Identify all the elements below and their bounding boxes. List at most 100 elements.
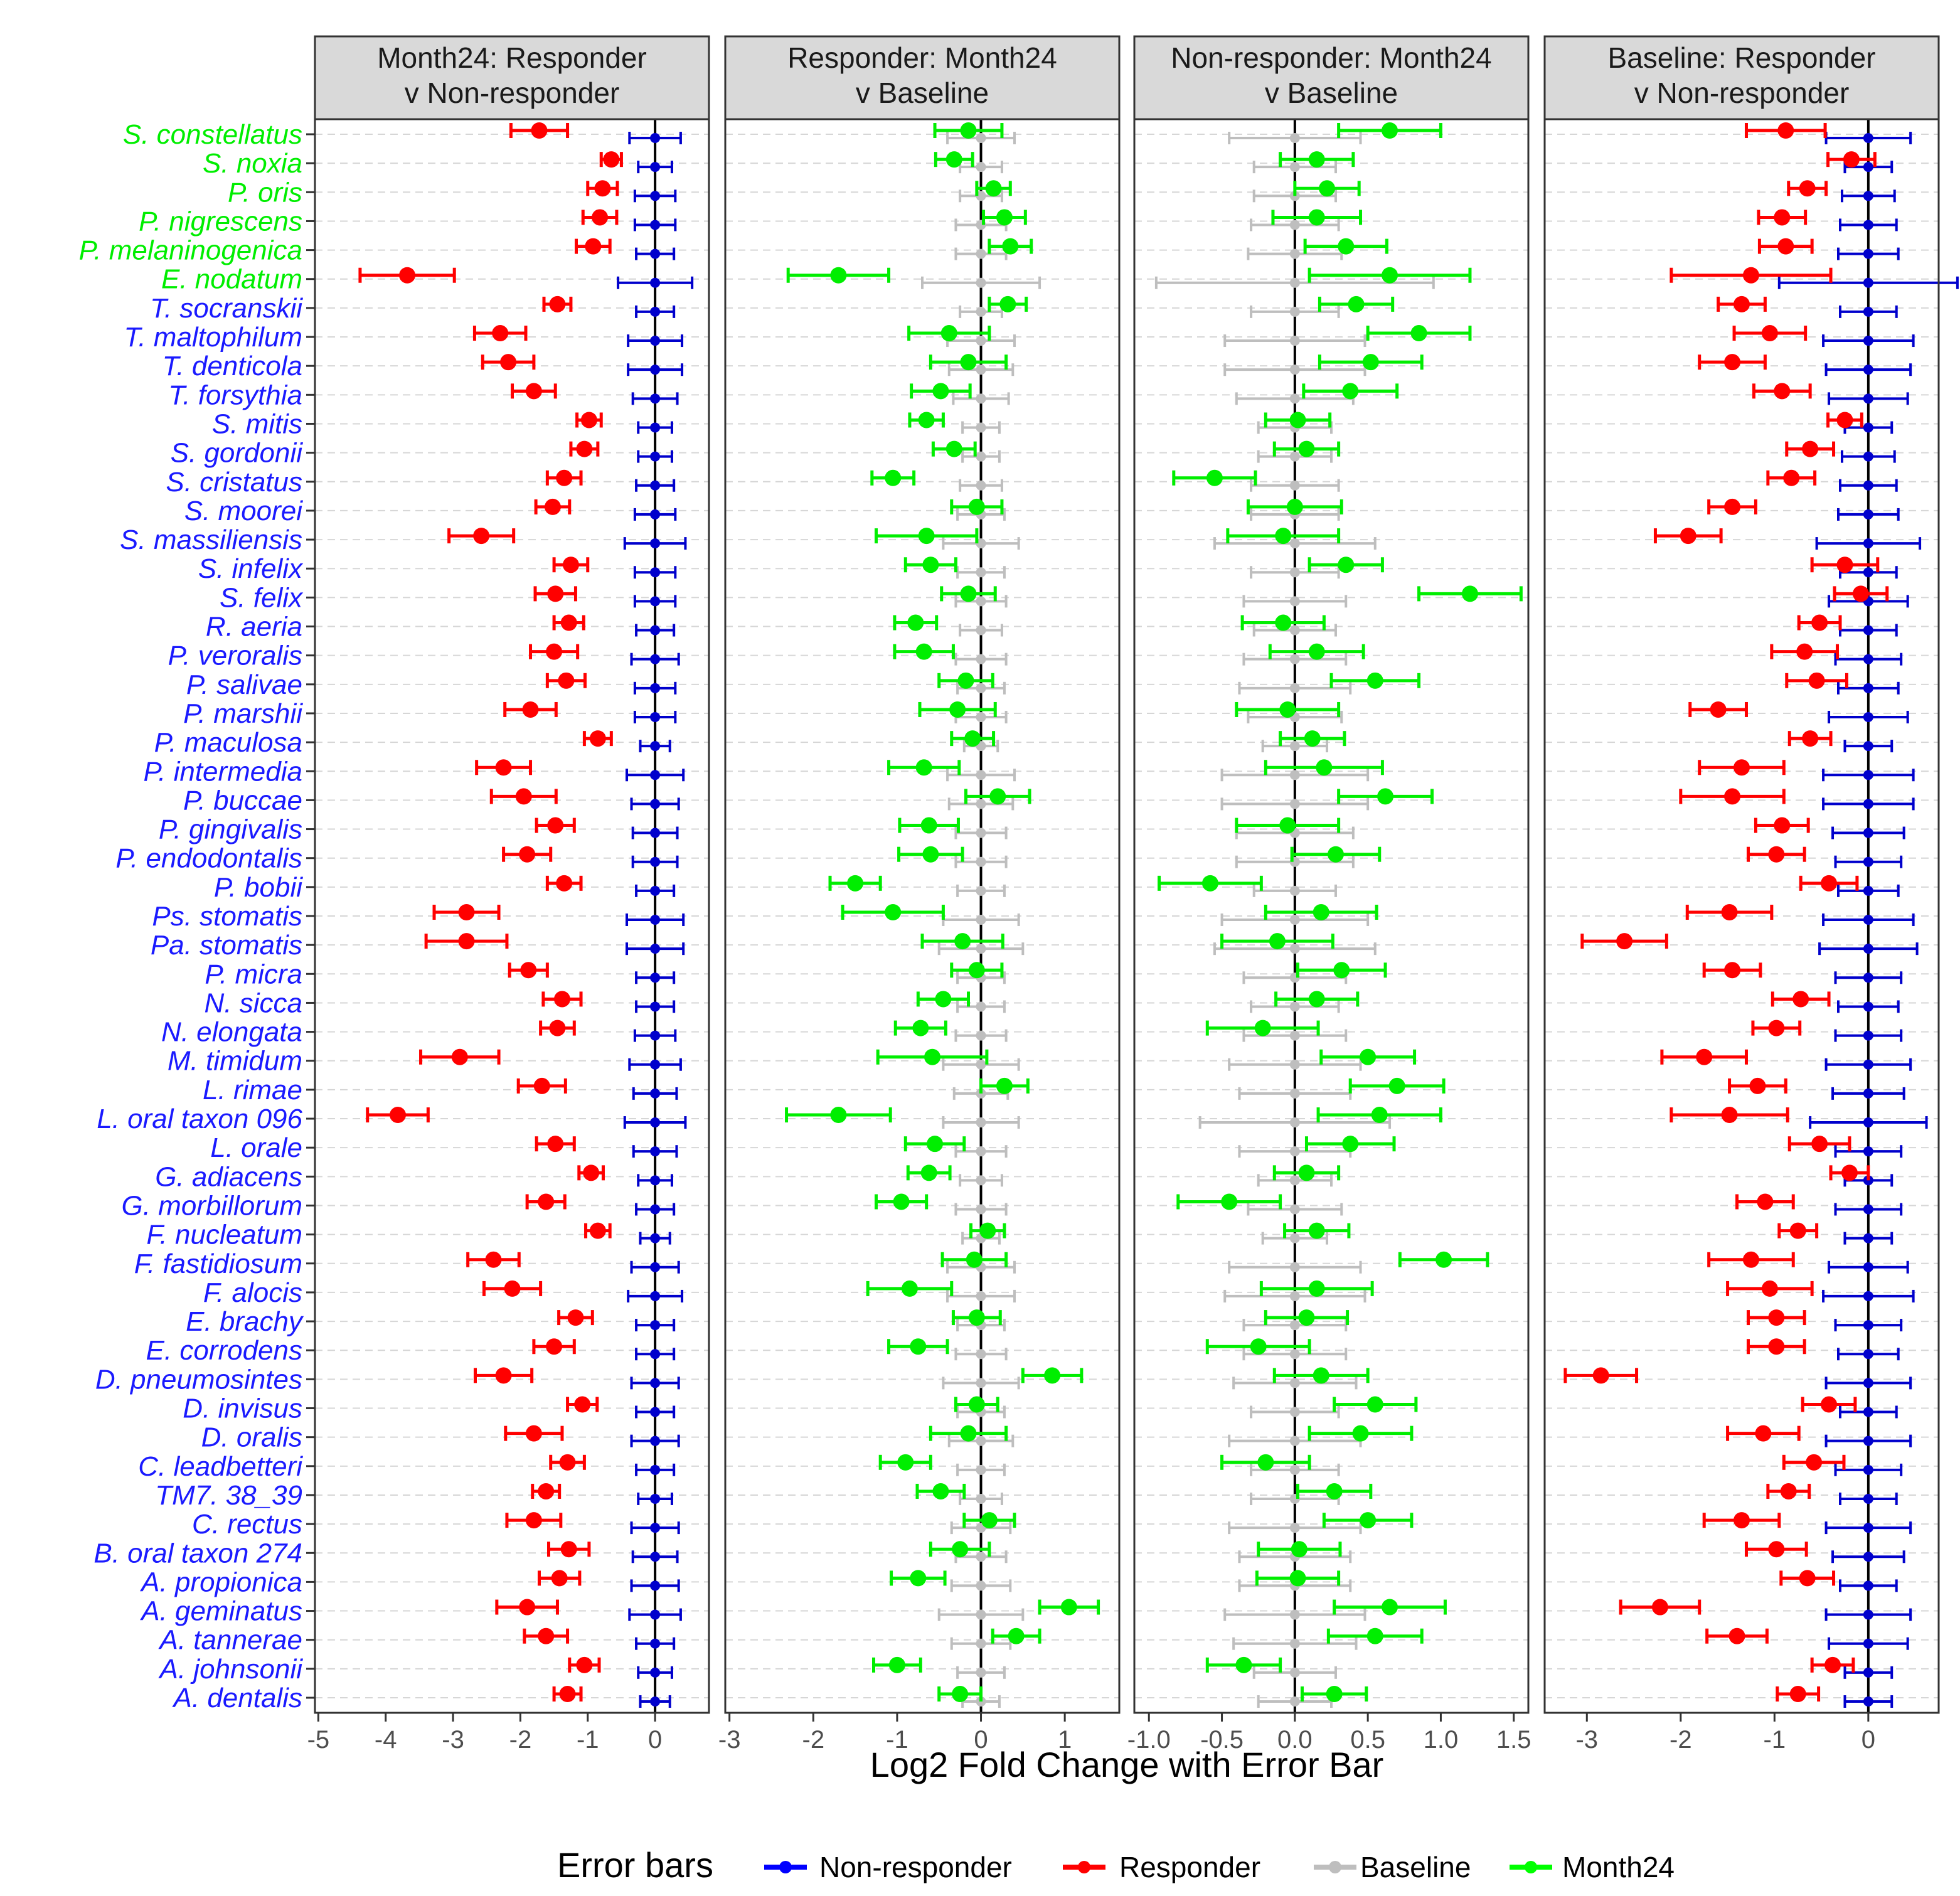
ref-errorbar bbox=[630, 1377, 680, 1390]
test-errorbar bbox=[878, 1454, 932, 1471]
species-label: T. socranskii bbox=[150, 293, 303, 324]
ref-errorbar bbox=[1834, 855, 1903, 868]
ref-errorbar bbox=[1839, 1579, 1898, 1592]
ref-errorbar-point bbox=[976, 1378, 986, 1388]
test-errorbar-point bbox=[556, 469, 573, 486]
ref-errorbar-point bbox=[1863, 1378, 1873, 1388]
test-errorbar bbox=[424, 933, 509, 950]
ref-errorbar bbox=[947, 1434, 1015, 1447]
ref-errorbar-point bbox=[650, 567, 661, 578]
test-errorbar-point bbox=[1060, 1599, 1077, 1616]
ref-errorbar bbox=[1843, 1232, 1893, 1245]
ref-errorbar bbox=[1824, 363, 1912, 376]
test-errorbar-point bbox=[1802, 440, 1819, 457]
test-errorbar-point bbox=[1792, 991, 1809, 1008]
test-errorbar bbox=[1670, 267, 1833, 284]
test-errorbar bbox=[575, 238, 612, 255]
test-errorbar-point bbox=[1841, 1164, 1858, 1181]
test-errorbar-point bbox=[1843, 151, 1860, 168]
test-errorbar-point bbox=[960, 354, 977, 371]
test-errorbar bbox=[988, 238, 1033, 255]
test-errorbar-point bbox=[399, 267, 416, 284]
test-errorbar bbox=[552, 614, 585, 631]
test-errorbar bbox=[1787, 730, 1833, 747]
test-errorbar-point bbox=[1592, 1367, 1609, 1384]
ref-errorbar-point bbox=[1289, 336, 1300, 346]
ref-errorbar-point bbox=[1289, 365, 1300, 375]
test-errorbar bbox=[482, 1280, 543, 1297]
test-errorbar bbox=[1744, 122, 1827, 139]
test-errorbar bbox=[1264, 759, 1384, 776]
species-label: P. intermedia bbox=[143, 756, 302, 787]
species-label: C. rectus bbox=[192, 1509, 302, 1540]
test-errorbar-point bbox=[589, 1222, 606, 1239]
ref-errorbar-point bbox=[1289, 1435, 1300, 1446]
ref-errorbar bbox=[954, 247, 1008, 260]
test-errorbar bbox=[1290, 846, 1382, 863]
test-errorbar-point bbox=[996, 1077, 1013, 1094]
ref-errorbar bbox=[1232, 1637, 1358, 1650]
ref-errorbar bbox=[921, 276, 1041, 289]
species-label: P. nigrescens bbox=[139, 206, 302, 237]
species-label: S. cristatus bbox=[166, 467, 302, 498]
test-errorbar-point bbox=[538, 1627, 555, 1644]
ref-errorbar-point bbox=[976, 944, 986, 954]
species-label: D. invisus bbox=[183, 1393, 302, 1424]
test-errorbar-point bbox=[1774, 383, 1791, 400]
x-tick-label: -2 bbox=[1670, 1726, 1692, 1754]
x-tick-label: -1 bbox=[886, 1726, 908, 1754]
ref-errorbar-point bbox=[1289, 683, 1300, 693]
test-errorbar bbox=[533, 585, 577, 602]
test-errorbar bbox=[582, 730, 613, 747]
test-errorbar-point bbox=[960, 122, 977, 139]
ref-errorbar bbox=[635, 1637, 676, 1650]
test-errorbar-point bbox=[1298, 1164, 1315, 1181]
ref-errorbar bbox=[631, 1550, 679, 1563]
test-errorbar-point bbox=[940, 325, 957, 342]
species-label: F. nucleatum bbox=[146, 1220, 302, 1250]
panel-3-strip bbox=[1133, 35, 1530, 120]
ref-errorbar-point bbox=[1863, 1696, 1873, 1707]
test-errorbar bbox=[785, 1107, 892, 1124]
test-errorbar-point bbox=[1757, 1193, 1774, 1210]
ref-errorbar bbox=[937, 1608, 1025, 1621]
test-errorbar bbox=[1754, 817, 1810, 834]
ref-errorbar bbox=[1834, 1463, 1903, 1476]
ref-errorbar-point bbox=[1863, 1407, 1873, 1417]
ref-errorbar-point bbox=[1289, 596, 1300, 607]
test-errorbar bbox=[557, 1309, 594, 1326]
ref-errorbar bbox=[1837, 247, 1900, 260]
test-errorbar-point bbox=[458, 904, 475, 920]
species-label: A. dentalis bbox=[172, 1683, 302, 1713]
x-tick-label: -3 bbox=[718, 1726, 741, 1754]
ref-errorbar-point bbox=[1863, 1493, 1873, 1504]
test-errorbar-point bbox=[562, 557, 579, 573]
ref-errorbar bbox=[628, 1058, 682, 1071]
test-errorbar-point bbox=[567, 1309, 584, 1326]
test-errorbar bbox=[481, 354, 536, 371]
test-errorbar-point bbox=[1221, 1193, 1238, 1210]
ref-errorbar bbox=[633, 566, 677, 579]
test-errorbar bbox=[1779, 1570, 1836, 1587]
test-errorbar-point bbox=[1808, 672, 1825, 689]
test-errorbar-point bbox=[1724, 498, 1741, 515]
ref-errorbar bbox=[1834, 652, 1903, 666]
test-errorbar bbox=[535, 1136, 576, 1153]
ref-errorbar bbox=[959, 624, 1003, 637]
species-label: T. forsythia bbox=[168, 380, 302, 410]
ref-errorbar bbox=[637, 1174, 673, 1187]
x-tick-label: 1.5 bbox=[1496, 1726, 1531, 1754]
test-errorbar-point bbox=[1410, 325, 1427, 342]
ref-errorbar-point bbox=[650, 1088, 661, 1099]
ref-errorbar bbox=[956, 1463, 1006, 1476]
test-errorbar-point bbox=[1852, 585, 1869, 602]
test-errorbar bbox=[1303, 238, 1388, 255]
test-errorbar bbox=[1619, 1599, 1702, 1616]
ref-errorbar-point bbox=[1863, 915, 1873, 925]
test-errorbar bbox=[937, 1686, 983, 1702]
species-label: S. infelix bbox=[198, 553, 304, 584]
ref-errorbar-point bbox=[976, 336, 986, 346]
test-errorbar-point bbox=[999, 296, 1016, 312]
ref-errorbar-point bbox=[1863, 654, 1873, 664]
ref-errorbar-point bbox=[650, 1291, 661, 1301]
